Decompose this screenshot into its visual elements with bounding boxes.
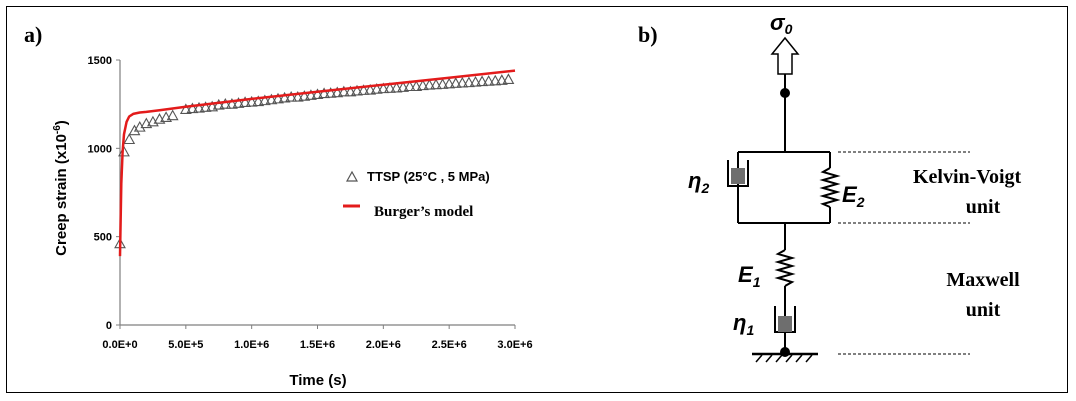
ttsp-point: [179, 103, 192, 115]
panel-a-label: a): [24, 22, 43, 47]
y-tick-label: 500: [94, 232, 112, 244]
ttsp-point: [443, 77, 456, 89]
ttsp-point: [324, 87, 337, 98]
ttsp-point: [344, 85, 357, 97]
panel-b-label: b): [638, 22, 658, 47]
legend-burgers-label: Burger’s model: [374, 204, 473, 220]
legend-ttsp-label: TTSP (25°C , 5 MPa): [367, 169, 490, 184]
ttsp-point: [298, 90, 311, 101]
x-tick-label: 2.0E+6: [366, 339, 401, 351]
ttsp-point: [410, 80, 423, 92]
ttsp-point: [489, 74, 502, 86]
x-axis-title: Time (s): [289, 372, 346, 389]
ttsp-point: [285, 90, 298, 102]
ttsp-point: [502, 73, 515, 84]
y-tick-label: 1500: [88, 55, 112, 67]
ttsp-point: [258, 94, 271, 106]
ttsp-point: [337, 85, 350, 97]
ttsp-point: [219, 98, 232, 109]
x-tick-label: 5.0E+5: [168, 339, 203, 351]
ttsp-point: [430, 78, 442, 90]
ttsp-point: [278, 91, 291, 103]
x-tick-label: 1.0E+6: [234, 339, 269, 351]
ttsp-point: [225, 98, 238, 109]
ttsp-point: [377, 82, 390, 94]
ttsp-point: [331, 86, 344, 98]
ttsp-point: [469, 75, 482, 87]
x-tick-label: 0.0E+0: [102, 339, 137, 351]
ttsp-point: [495, 74, 508, 85]
ttsp-point: [357, 84, 370, 95]
ttsp-point: [482, 75, 495, 86]
y-tick-label: 0: [106, 320, 112, 332]
ttsp-point: [123, 133, 136, 145]
ttsp-point: [351, 84, 363, 96]
chart-axes: [119, 60, 515, 326]
burgers-model-line: [118, 69, 516, 257]
y-axis-title-close: ): [53, 120, 70, 125]
chart-ticks: 0 500 1000 1500 0.0E+0 5.0E+5 1.0E+6 1.5E+6 2.0E…: [88, 55, 533, 351]
ttsp-point: [403, 80, 416, 92]
ttsp-point: [245, 95, 258, 107]
ttsp-point: [232, 97, 245, 108]
creep-strain-chart: 0 500 1000 1500 0.0E+0 5.0E+5 1.0E+6 1.5E+6 2.0E…: [52, 55, 533, 389]
ttsp-point: [304, 89, 317, 100]
ttsp-point: [128, 124, 141, 136]
ttsp-point: [390, 81, 403, 93]
ttsp-point: [456, 76, 469, 88]
y-axis-title: Creep strain (x10-6): [52, 120, 70, 256]
x-tick-label: 1.5E+6: [300, 339, 335, 351]
y-axis-title-sup: -6: [52, 125, 63, 134]
y-axis-title-text: Creep strain (x10: [53, 134, 70, 256]
ttsp-point: [383, 82, 396, 93]
x-tick-label: 2.5E+6: [432, 339, 467, 351]
ttsp-point: [436, 78, 449, 89]
ttsp-point: [252, 95, 265, 107]
ttsp-point: [212, 98, 225, 110]
ttsp-point: [416, 79, 429, 91]
ttsp-point: [272, 92, 284, 104]
ttsp-series: [114, 73, 515, 249]
ttsp-point: [239, 96, 252, 107]
ttsp-point: [476, 75, 489, 87]
ttsp-point: [462, 76, 475, 88]
ttsp-point: [364, 83, 377, 95]
ttsp-point: [318, 87, 331, 99]
ttsp-point: [311, 88, 324, 99]
ttsp-point: [193, 101, 205, 113]
ttsp-point: [370, 83, 383, 94]
ttsp-point: [265, 93, 278, 105]
legend: TTSP (25°C , 5 MPa) Burger’s model: [343, 169, 490, 220]
x-tick-label: 3.0E+6: [497, 339, 532, 351]
figure-frame: [6, 6, 1068, 393]
y-tick-label: 1000: [88, 143, 112, 155]
ttsp-point: [199, 101, 212, 112]
ttsp-point: [449, 77, 462, 88]
ttsp-point: [186, 102, 199, 114]
ttsp-point: [166, 109, 179, 121]
legend-triangle-marker: [345, 170, 359, 182]
ttsp-point: [291, 90, 304, 102]
ttsp-point: [423, 78, 436, 90]
burgers-series: [118, 69, 516, 257]
ttsp-point: [397, 81, 410, 92]
